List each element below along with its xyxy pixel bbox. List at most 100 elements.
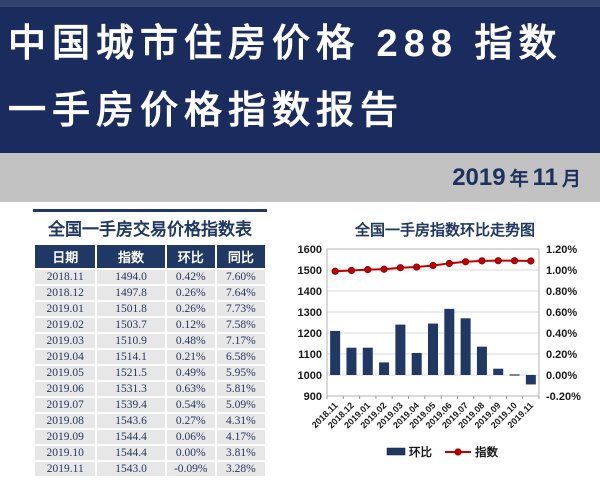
col-header-index: 指数 — [97, 245, 165, 268]
line-marker — [462, 258, 470, 266]
bar-环比 — [346, 347, 357, 375]
cell-mom: 0.06% — [166, 430, 215, 444]
report-banner: 中国城市住房价格 288 指数 一手房价格指数报告 — [0, 0, 600, 153]
right-axis-tick-label: 0.40% — [546, 328, 577, 340]
cell-yoy: 7.60% — [216, 270, 265, 284]
cell-index: 1503.7 — [97, 318, 165, 332]
cell-index: 1501.8 — [97, 302, 165, 316]
cell-date: 2019.02 — [35, 318, 96, 332]
cell-mom: 0.63% — [166, 382, 215, 396]
col-header-date: 日期 — [35, 245, 96, 268]
line-marker — [527, 257, 535, 265]
bar-环比 — [509, 374, 520, 376]
bar-环比 — [493, 368, 504, 375]
line-marker — [380, 265, 388, 273]
bar-环比 — [362, 347, 373, 375]
cell-date: 2019.04 — [35, 350, 96, 364]
left-axis-tick-label: 1200 — [298, 328, 322, 340]
col-header-yoy: 同比 — [216, 245, 265, 268]
cell-date: 2018.12 — [35, 286, 96, 300]
cell-date: 2018.11 — [35, 270, 96, 284]
bar-环比 — [330, 330, 341, 375]
cell-index: 1543.6 — [97, 414, 165, 428]
right-axis-tick-label: 1.00% — [546, 265, 577, 277]
table-row: 2019.07 1539.4 0.54% 5.09% — [35, 398, 265, 412]
cell-mom: 0.42% — [166, 270, 215, 284]
cell-yoy: 3.28% — [216, 462, 265, 476]
cell-index: 1544.4 — [97, 430, 165, 444]
legend-bar-label: 环比 — [409, 445, 432, 459]
cell-mom: 0.26% — [166, 302, 215, 316]
cell-yoy: 4.31% — [216, 414, 265, 428]
table-row: 2019.02 1503.7 0.12% 7.58% — [35, 318, 265, 332]
table-header-row: 日期 指数 环比 同比 — [35, 245, 265, 268]
line-marker — [445, 259, 453, 268]
report-title-line1: 中国城市住房价格 288 指数 — [8, 23, 563, 65]
cell-yoy: 7.73% — [216, 302, 265, 316]
cell-mom: 0.48% — [166, 334, 215, 348]
cell-index: 1494.0 — [97, 270, 165, 284]
line-marker — [364, 266, 372, 274]
line-marker — [396, 264, 404, 272]
cell-yoy: 3.81% — [216, 446, 265, 460]
cell-index: 1497.8 — [97, 286, 165, 300]
legend-line-marker — [454, 448, 462, 456]
right-axis-tick-label: 0.60% — [546, 307, 577, 319]
cell-index: 1544.4 — [97, 446, 165, 460]
line-marker — [429, 261, 437, 270]
cell-date: 2019.09 — [35, 430, 96, 444]
col-header-mom: 环比 — [166, 245, 215, 268]
cell-index: 1514.1 — [97, 350, 165, 364]
cell-date: 2019.08 — [35, 414, 96, 428]
cell-yoy: 7.17% — [216, 334, 265, 348]
table-row: 2018.11 1494.0 0.42% 7.60% — [35, 270, 265, 284]
date-month: 11 — [532, 164, 558, 191]
left-axis-tick-label: 1600 — [298, 244, 322, 256]
table-row: 2019.03 1510.9 0.48% 7.17% — [35, 334, 265, 348]
cell-yoy: 7.58% — [216, 318, 265, 332]
cell-mom: 0.21% — [166, 350, 215, 364]
date-month-suffix: 月 — [561, 169, 581, 190]
cell-mom: 0.27% — [166, 414, 215, 428]
cell-mom: 0.49% — [166, 366, 215, 380]
cell-yoy: 7.64% — [216, 286, 265, 300]
price-index-table: 日期 指数 环比 同比 2018.11 1494.0 0.42% 7.60% 2018.… — [33, 243, 267, 478]
cell-index: 1539.4 — [97, 398, 165, 412]
line-marker — [510, 257, 519, 265]
cell-date: 2019.05 — [35, 366, 96, 380]
line-marker — [478, 257, 486, 265]
bar-环比 — [460, 318, 471, 375]
cell-mom: -0.09% — [166, 462, 215, 476]
right-axis-tick-label: 0.80% — [546, 286, 577, 298]
cell-index: 1521.5 — [97, 366, 165, 380]
cell-mom: 0.12% — [166, 318, 215, 332]
table-row: 2019.05 1521.5 0.49% 5.95% — [35, 366, 265, 380]
plot-border — [326, 248, 540, 397]
cell-mom: 0.00% — [166, 446, 215, 460]
cell-date: 2019.01 — [35, 302, 96, 316]
line-marker — [347, 266, 356, 275]
cell-mom: 0.26% — [166, 286, 215, 300]
table-row: 2019.10 1544.4 0.00% 3.81% — [35, 446, 265, 460]
table-row: 2019.01 1501.8 0.26% 7.73% — [35, 302, 265, 316]
bar-环比 — [411, 352, 422, 375]
date-year: 2019 — [452, 164, 506, 191]
bar-环比 — [525, 375, 536, 385]
table-row: 2018.12 1497.8 0.26% 7.64% — [35, 286, 265, 300]
left-axis-tick-label: 1400 — [298, 286, 322, 298]
right-axis-tick-label: 1.20% — [546, 244, 577, 256]
cell-date: 2019.11 — [35, 462, 96, 476]
cell-yoy: 5.95% — [216, 366, 265, 380]
table-title-rule — [33, 209, 267, 212]
chart-title: 全国一手房指数环比走势图 — [354, 222, 535, 239]
cell-date: 2019.06 — [35, 382, 96, 396]
cell-date: 2019.10 — [35, 446, 96, 460]
left-axis-tick-label: 1300 — [298, 307, 322, 319]
cell-date: 2019.07 — [35, 398, 96, 412]
cell-index: 1543.0 — [97, 462, 165, 476]
cell-mom: 0.54% — [166, 398, 215, 412]
bar-环比 — [395, 324, 406, 375]
trend-chart: 900 1000 1100 1200 1300 1400 1500 1600 -0.20% 0.0… — [298, 244, 582, 459]
table-row: 2019.08 1543.6 0.27% 4.31% — [35, 414, 265, 428]
